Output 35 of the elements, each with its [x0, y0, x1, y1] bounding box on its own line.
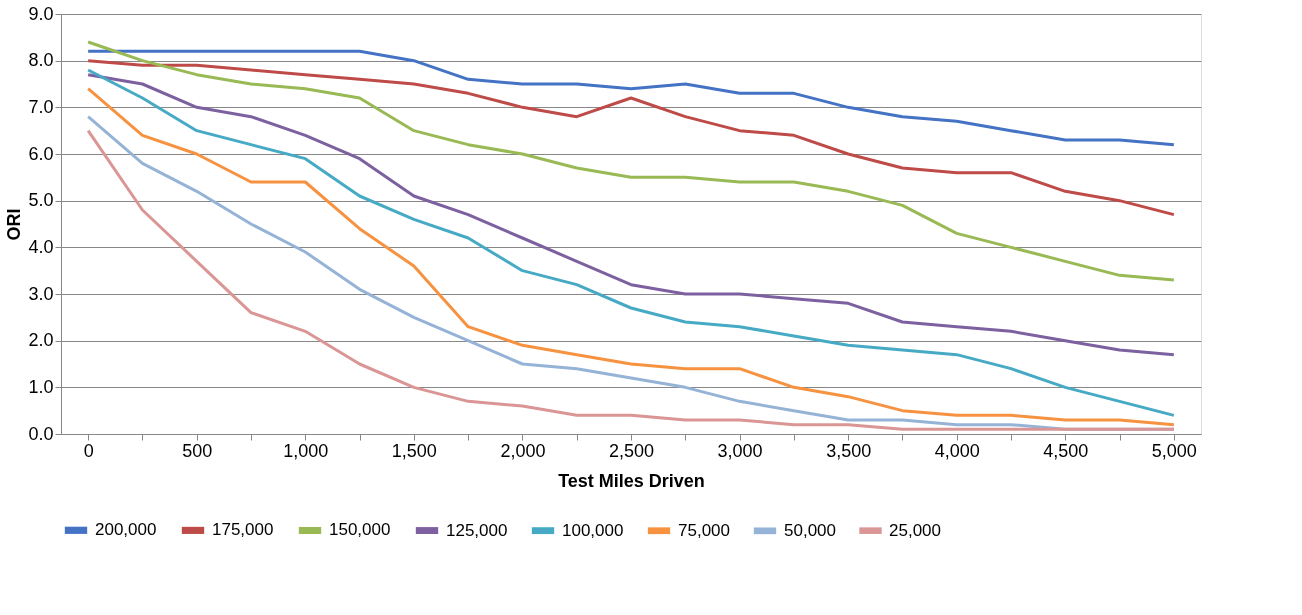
y-tick-label: 4.0 — [28, 236, 54, 257]
x-tick-label: 1,000 — [283, 440, 329, 461]
x-tick-label: 2,500 — [608, 440, 655, 461]
x-tick-label: 4,000 — [934, 440, 980, 461]
y-tick-label: 5.0 — [28, 190, 54, 211]
y-tick-label: 9.0 — [28, 3, 54, 24]
y-tick-label: 1.0 — [28, 376, 54, 397]
legend-label: 200,000 — [95, 520, 157, 540]
legend-label: 175,000 — [212, 520, 274, 540]
x-tick-label: 5,000 — [1151, 440, 1197, 461]
y-tick-label: 6.0 — [28, 143, 54, 164]
line-series — [86, 49, 1176, 147]
legend-label: 75,000 — [678, 520, 730, 540]
x-tick-label: 2,000 — [500, 440, 546, 461]
y-tick-label: 0.0 — [28, 423, 54, 444]
legend-label: 50,000 — [784, 520, 836, 540]
x-axis-title: Test Miles Driven — [558, 470, 705, 491]
y-tick-label: 8.0 — [28, 50, 54, 71]
y-axis-title: ORI — [4, 208, 25, 241]
x-tick-label: 0 — [83, 440, 94, 461]
x-tick-label: 1,500 — [391, 440, 437, 461]
legend-label: 25,000 — [889, 520, 941, 540]
legend-label: 100,000 — [562, 520, 624, 540]
y-tick-label: 7.0 — [28, 96, 54, 117]
line-series — [86, 73, 1176, 357]
y-tick-label: 2.0 — [28, 330, 54, 351]
x-tick-label: 4,500 — [1043, 440, 1089, 461]
line-series — [86, 59, 1176, 217]
x-tick-label: 500 — [182, 440, 213, 461]
line-series — [86, 40, 1176, 282]
x-tick-label: 3,000 — [717, 440, 763, 461]
y-tick-label: 3.0 — [28, 283, 54, 304]
x-tick-label: 3,500 — [826, 440, 872, 461]
legend-label: 125,000 — [446, 520, 508, 540]
legend-label: 150,000 — [329, 520, 391, 540]
